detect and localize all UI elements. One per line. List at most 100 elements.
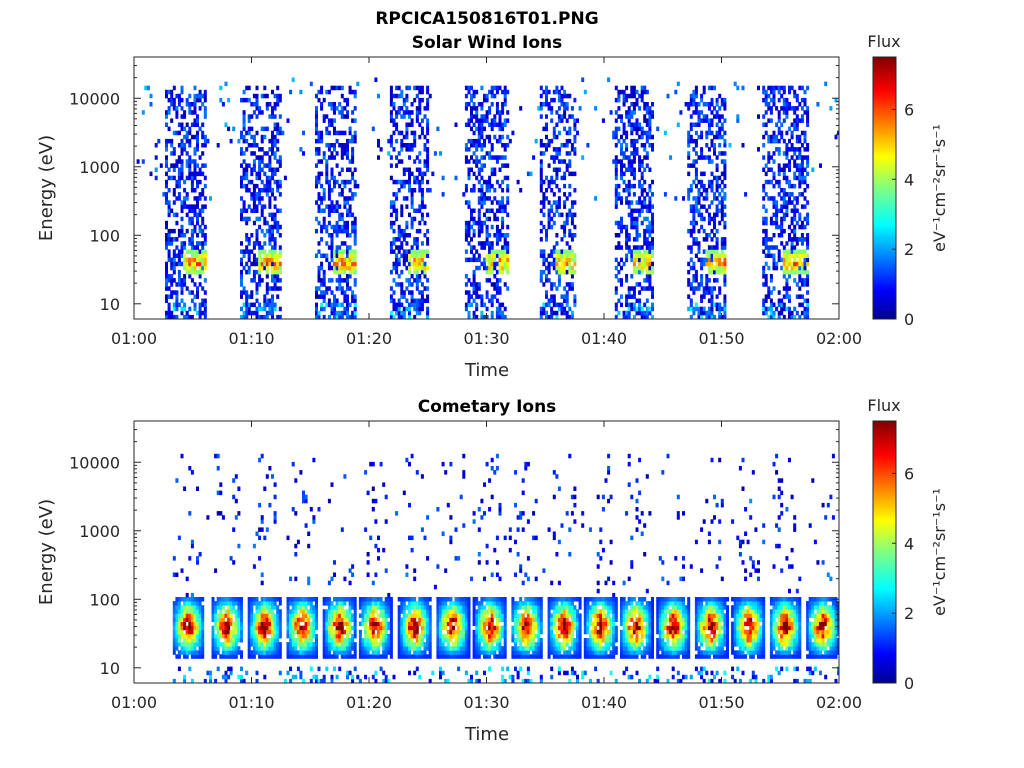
heatmap-cell: [263, 233, 267, 238]
heatmap-cell: [614, 204, 618, 209]
heatmap-cell: [315, 106, 318, 111]
heatmap-cell: [780, 204, 784, 209]
heatmap-cell: [260, 245, 264, 250]
heatmap-cell: [165, 200, 168, 205]
heatmap-cell: [501, 233, 505, 238]
heatmap-cell: [258, 617, 262, 622]
heatmap-cell: [278, 126, 282, 132]
heatmap-cell: [405, 241, 409, 246]
heatmap-cell: [480, 126, 484, 132]
heatmap-cell: [485, 228, 489, 234]
heatmap-cell: [547, 138, 551, 144]
heatmap-cell: [203, 306, 207, 312]
heatmap-cell: [622, 171, 626, 177]
heatmap-cell: [405, 220, 409, 226]
heatmap-cell: [322, 188, 326, 193]
heatmap-cell: [700, 257, 704, 263]
heatmap-cell: [723, 310, 727, 316]
heatmap-cell: [229, 138, 233, 144]
heatmap-cell: [315, 290, 318, 295]
heatmap-cell: [348, 269, 352, 275]
heatmap-cell: [483, 302, 486, 308]
heatmap-cell: [193, 110, 197, 115]
heatmap-cell: [185, 175, 189, 181]
heatmap-cell: [643, 253, 647, 258]
heatmap-cell: [196, 625, 199, 631]
heatmap-cell: [506, 224, 510, 230]
heatmap-cell: [320, 302, 324, 308]
heatmap-cell: [315, 183, 318, 189]
heatmap-cell: [214, 654, 218, 659]
heatmap-cell: [674, 89, 678, 95]
heatmap-cell: [255, 183, 259, 189]
heatmap-cell: [697, 134, 701, 140]
heatmap-cell: [800, 118, 804, 123]
heatmap-cell: [545, 175, 548, 181]
heatmap-cell: [495, 237, 499, 242]
heatmap-cell: [420, 89, 424, 95]
heatmap-cell: [692, 110, 696, 115]
heatmap-cell: [741, 85, 745, 91]
heatmap-cell: [788, 159, 791, 164]
heatmap-cell: [790, 155, 794, 160]
heatmap-cell: [798, 265, 802, 271]
heatmap-cell: [470, 155, 473, 160]
heatmap-cell: [389, 163, 393, 168]
heatmap-cell: [335, 85, 339, 91]
heatmap-cell: [713, 147, 716, 152]
heatmap-cell: [705, 130, 709, 136]
heatmap-cell: [240, 654, 243, 659]
heatmap-cell: [651, 228, 654, 234]
heatmap-cell: [793, 106, 797, 111]
heatmap-cell: [803, 155, 807, 160]
heatmap-cell: [392, 306, 396, 312]
heatmap-cell: [338, 85, 342, 91]
heatmap-cell: [351, 151, 355, 156]
heatmap-cell: [651, 249, 654, 254]
heatmap-cell: [764, 171, 768, 177]
heatmap-cell: [620, 224, 623, 230]
heatmap-cell: [648, 228, 652, 234]
heatmap-cell: [687, 138, 691, 144]
heatmap-cell: [614, 220, 618, 226]
heatmap-cell: [227, 666, 231, 672]
heatmap-cell: [418, 208, 422, 213]
heatmap-cell: [273, 179, 277, 185]
heatmap-cell: [333, 208, 336, 213]
heatmap-cell: [265, 228, 269, 234]
heatmap-cell: [785, 192, 789, 197]
heatmap-cell: [795, 265, 799, 271]
heatmap-cell: [242, 126, 246, 132]
heatmap-cell: [718, 151, 722, 156]
colorbar-tick-label: 0: [904, 310, 914, 329]
heatmap-cell: [689, 183, 693, 189]
heatmap-cell: [790, 261, 794, 267]
heatmap-cell: [573, 138, 577, 144]
heatmap-cell: [180, 171, 184, 177]
heatmap-cell: [211, 646, 215, 651]
heatmap-cell: [775, 106, 779, 111]
heatmap-cell: [268, 646, 272, 651]
heatmap-cell: [723, 278, 727, 283]
heatmap-cell: [423, 114, 427, 119]
heatmap-cell: [278, 654, 282, 659]
heatmap-cell: [309, 650, 313, 655]
heatmap-cell: [315, 306, 318, 312]
heatmap-cell: [648, 122, 652, 127]
heatmap-cell: [565, 151, 569, 156]
heatmap-cell: [260, 134, 264, 140]
heatmap-cell: [694, 302, 698, 308]
heatmap-cell: [250, 143, 254, 148]
heatmap-cell: [180, 249, 184, 254]
heatmap-cell: [483, 261, 486, 267]
heatmap-cell: [389, 269, 393, 275]
heatmap-cell: [183, 306, 187, 312]
heatmap-cell: [227, 654, 231, 659]
heatmap-cell: [188, 556, 192, 561]
heatmap-cell: [552, 200, 556, 205]
heatmap-cell: [782, 302, 786, 308]
heatmap-cell: [470, 257, 473, 263]
heatmap-cell: [694, 286, 698, 291]
heatmap-cell: [488, 151, 492, 156]
heatmap-cell: [498, 208, 502, 213]
